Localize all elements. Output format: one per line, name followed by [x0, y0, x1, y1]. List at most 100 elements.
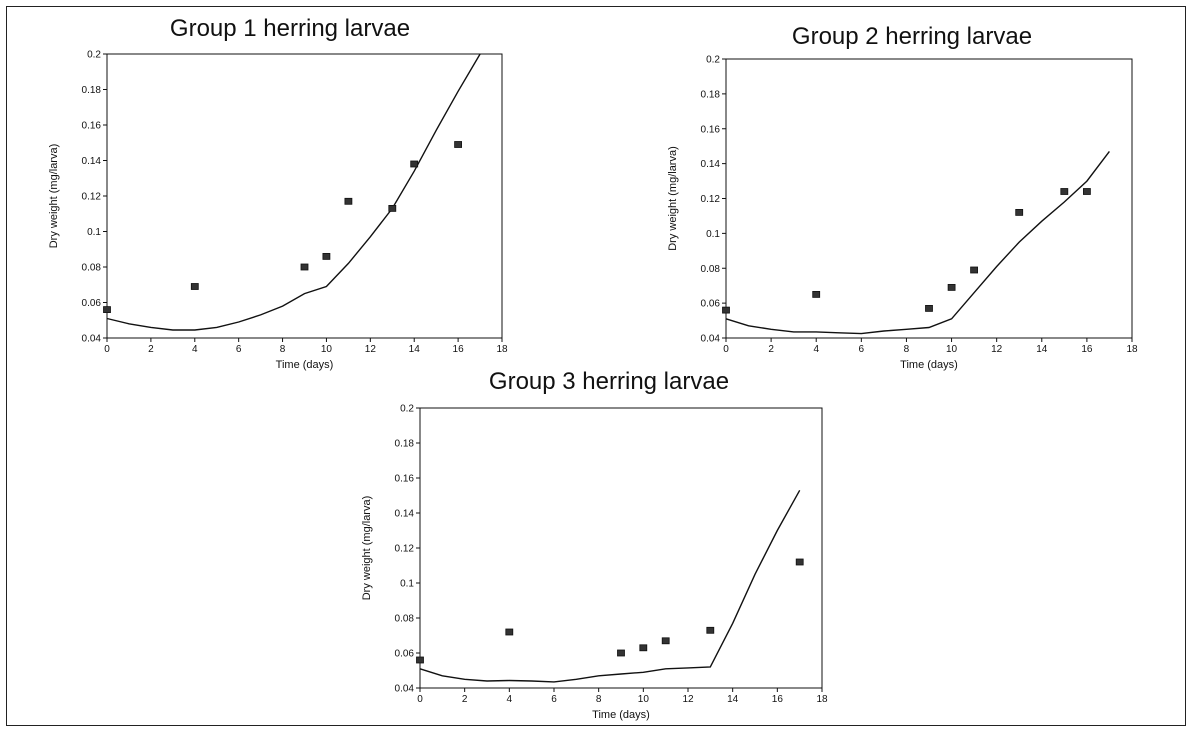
chart-2: Group 2 herring larvae 0 2 4 6 8 10 12 14 16 18 0.0…	[667, 23, 1138, 371]
y-tick-label: 0.04	[701, 334, 721, 345]
x-tick-label: 4	[813, 344, 819, 355]
plot-area-frame	[106, 53, 503, 339]
x-tick-label: 14	[727, 694, 739, 705]
chart-1: Group 1 herring larvae 0 2 4 6 8 10 12 14 16 18 0.0…	[48, 15, 508, 371]
y-tick-label: 0.12	[701, 194, 721, 205]
x-tick-label: 6	[859, 344, 865, 355]
observed-point	[925, 304, 933, 312]
y-tick-label: 0.12	[82, 192, 102, 203]
chart-3: Group 3 herring larvae 0 2 4 6 8 10 12 14 16 18 0.0…	[361, 368, 828, 721]
x-tick-label: 6	[551, 694, 557, 705]
observed-point	[103, 306, 111, 314]
observed-point	[970, 266, 978, 274]
x-tick-label: 2	[462, 694, 468, 705]
y-tick-label: 0.18	[701, 89, 721, 100]
observed-point	[706, 626, 715, 634]
observed-point	[1083, 188, 1091, 195]
y-tick-label: 0.1	[400, 579, 414, 590]
x-tick-label: 8	[280, 344, 286, 355]
y-tick-label: 0.2	[706, 55, 720, 66]
observed-point	[416, 656, 424, 664]
x-tick-label: 0	[104, 344, 110, 355]
y-tick-label: 0.2	[87, 50, 101, 61]
x-tick-label: 14	[409, 344, 421, 355]
x-tick-label: 8	[904, 344, 910, 355]
x-tick-label: 4	[507, 694, 513, 705]
observed-point	[322, 252, 331, 260]
y-tick-label: 0.12	[395, 544, 415, 555]
x-tick-label: 16	[453, 344, 465, 355]
x-tick-label: 18	[496, 344, 508, 355]
chart-title: Group 3 herring larvae	[489, 368, 729, 395]
x-tick-label: 6	[236, 344, 242, 355]
observed-point	[454, 141, 463, 148]
y-tick-label: 0.14	[395, 509, 415, 520]
observed-point	[505, 628, 514, 636]
x-tick-label: 10	[321, 344, 333, 355]
observed-point	[344, 197, 353, 205]
x-tick-label: 4	[192, 344, 198, 355]
y-tick-label: 0.1	[87, 227, 101, 238]
y-tick-label: 0.08	[82, 263, 102, 274]
x-tick-label: 2	[148, 344, 154, 355]
y-tick-label: 0.06	[395, 649, 415, 660]
x-tick-label: 18	[1126, 344, 1138, 355]
observed-point	[795, 558, 804, 566]
x-tick-label: 16	[1081, 344, 1093, 355]
y-tick-label: 0.04	[82, 334, 102, 345]
x-axis-label: Time (days)	[276, 359, 334, 371]
x-axis-label: Time (days)	[900, 359, 958, 371]
y-tick-label: 0.14	[82, 156, 102, 167]
y-tick-label: 0.2	[400, 404, 414, 415]
figure-frame	[6, 6, 1186, 726]
y-tick-label: 0.04	[395, 684, 415, 695]
x-tick-label: 12	[365, 344, 377, 355]
model-curve	[419, 489, 801, 683]
model-curve	[725, 150, 1110, 335]
model-curve	[106, 53, 481, 331]
observed-point	[722, 306, 730, 314]
observed-point	[1015, 208, 1024, 216]
x-tick-label: 0	[417, 694, 423, 705]
observed-point	[812, 290, 821, 298]
y-tick-label: 0.08	[395, 614, 415, 625]
y-tick-label: 0.08	[701, 264, 721, 275]
x-tick-label: 12	[682, 694, 694, 705]
x-tick-label: 10	[946, 344, 958, 355]
x-tick-label: 8	[596, 694, 602, 705]
chart-title: Group 1 herring larvae	[170, 15, 410, 42]
y-tick-label: 0.16	[701, 124, 721, 135]
y-tick-label: 0.06	[701, 299, 721, 310]
observed-point	[388, 204, 397, 212]
observed-point	[947, 283, 956, 291]
y-tick-label: 0.18	[82, 85, 102, 96]
y-tick-label: 0.06	[82, 298, 102, 309]
x-tick-label: 10	[638, 694, 650, 705]
y-tick-label: 0.14	[701, 159, 721, 170]
y-axis-label: Dry weight (mg/larva)	[667, 146, 679, 251]
x-tick-label: 0	[723, 344, 729, 355]
observed-point	[639, 644, 648, 652]
y-tick-label: 0.16	[395, 474, 415, 485]
observed-point	[1060, 188, 1069, 195]
x-tick-label: 2	[768, 344, 774, 355]
x-tick-label: 18	[816, 694, 828, 705]
x-tick-label: 16	[772, 694, 784, 705]
observed-point	[617, 649, 625, 657]
y-axis-label: Dry weight (mg/larva)	[48, 144, 60, 249]
y-axis-label: Dry weight (mg/larva)	[361, 496, 373, 601]
y-tick-label: 0.1	[706, 229, 720, 240]
y-tick-label: 0.16	[82, 121, 102, 132]
chart-title: Group 2 herring larvae	[792, 23, 1032, 50]
plot-area-frame	[725, 58, 1133, 339]
x-tick-label: 14	[1036, 344, 1048, 355]
observed-point	[190, 283, 199, 290]
observed-point	[300, 263, 309, 271]
plot-area-frame	[419, 407, 823, 689]
x-tick-label: 12	[991, 344, 1003, 355]
x-axis-label: Time (days)	[592, 709, 650, 721]
observed-point	[410, 160, 419, 168]
observed-point	[661, 637, 670, 645]
y-tick-label: 0.18	[395, 439, 415, 450]
